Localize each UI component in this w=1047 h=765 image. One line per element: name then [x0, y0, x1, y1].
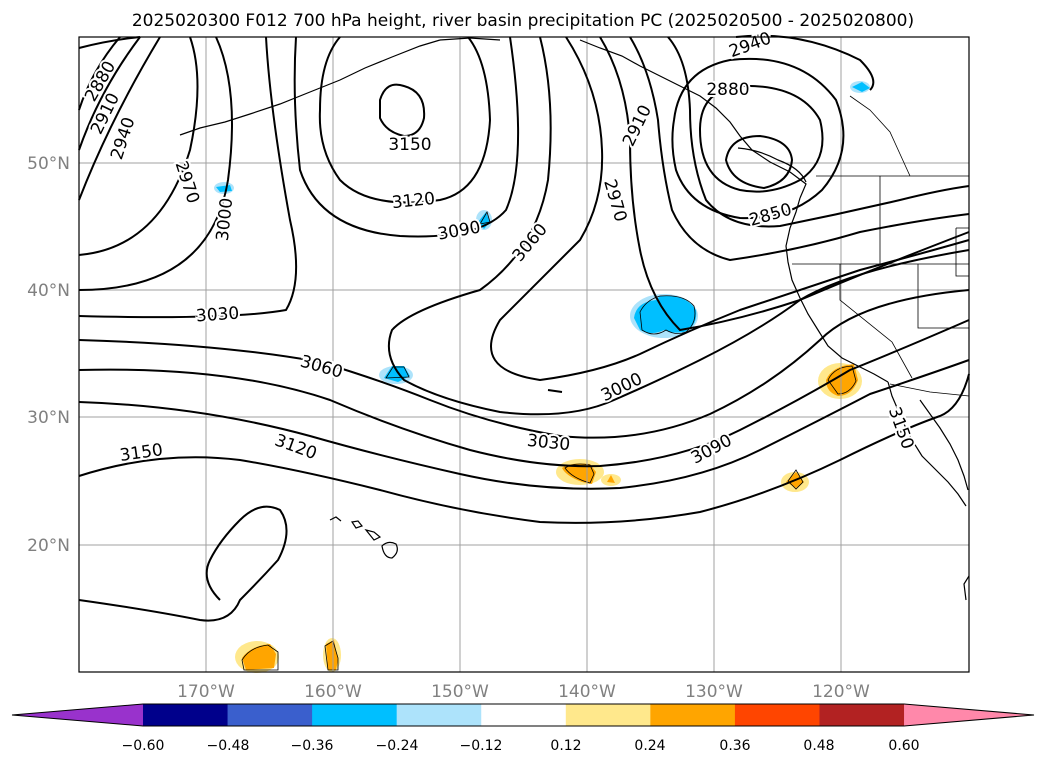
us-west-coast [785, 197, 889, 383]
colorbar-extend-high [904, 704, 1034, 726]
lat-label-20n: 20°N [27, 536, 70, 556]
colorbar-tick-label: −0.24 [376, 738, 419, 754]
contour-label-3150-n: 3150 [388, 135, 431, 155]
lon-label-170w: 170°W [177, 682, 235, 702]
map-area [79, 37, 969, 672]
lat-label-30n: 30°N [27, 408, 70, 428]
colorbar-segment [819, 704, 905, 726]
contour-2940-ne [735, 34, 875, 91]
map-title: 2025020300 F012 700 hPa height, river ba… [132, 11, 914, 31]
colorbar-segment [227, 704, 313, 726]
latitude-labels: 50°N 40°N 30°N 20°N [27, 154, 70, 556]
colorbar-tick-label: −0.12 [460, 738, 503, 754]
colorbar [11, 703, 1035, 727]
longitude-labels: 170°W 160°W 150°W 140°W 130°W 120°W [177, 682, 870, 702]
contour-2970-w [78, 36, 199, 256]
lon-label-160w: 160°W [304, 682, 362, 702]
colorbar-tick-label: 0.24 [634, 738, 665, 754]
contour-small-dash [547, 389, 563, 393]
mexico-coast [963, 575, 970, 601]
lat-label-50n: 50°N [27, 154, 70, 174]
contour-3120-n [318, 36, 492, 204]
hawaii-big-island [381, 541, 398, 559]
contour-label-2880-e: 2880 [706, 80, 749, 100]
contour-3150-s [78, 373, 970, 524]
contour-label-3030-s: 3030 [526, 431, 571, 455]
lon-label-140w: 140°W [558, 682, 616, 702]
colorbar-tick-label: 0.48 [803, 738, 834, 754]
neg-region-canada [852, 82, 870, 92]
contour-label-3030-w: 3030 [195, 304, 240, 327]
neg-region-ne-pacific [634, 295, 697, 333]
coastlines [179, 37, 970, 601]
aleutian-chain [179, 39, 441, 136]
contour-2940-w [78, 36, 161, 201]
vancouver-island [737, 147, 807, 183]
baja-east [919, 399, 969, 491]
precip-outlines [241, 211, 857, 671]
contour-2880-e [698, 84, 824, 193]
colorbar-segment [734, 704, 820, 726]
colorbar-segment [565, 704, 651, 726]
lon-label-120w: 120°W [812, 682, 870, 702]
colorbar-tick-label: −0.60 [122, 738, 165, 754]
colorbar-outline [11, 703, 1035, 727]
us-mexico-border [889, 383, 970, 397]
contour-3090-s [78, 319, 970, 468]
colorbar-tick-labels: −0.60 −0.48 −0.36 −0.24 −0.12 0.12 0.24 … [122, 738, 920, 754]
contour-2910-e [671, 57, 845, 220]
contour-3000-trough [599, 36, 970, 332]
contour-2910-w [78, 36, 141, 151]
lon-label-150w: 150°W [431, 682, 489, 702]
contour-2880-w [78, 36, 121, 111]
contour-3150-sw [78, 505, 288, 622]
contour-2850-e [724, 134, 794, 190]
colorbar-tick-label: 0.36 [719, 738, 750, 754]
contour-3030-w [78, 36, 298, 319]
height-contours [78, 34, 970, 622]
colorbar-extend-low [12, 704, 143, 726]
lat-label-40n: 40°N [27, 281, 70, 301]
colorbar-tick-label: 0.60 [888, 738, 919, 754]
contour-3120-s [78, 359, 970, 490]
contour-3090-n [293, 36, 520, 238]
colorbar-tick-label: −0.36 [291, 738, 334, 754]
contour-3000-w [78, 36, 233, 291]
contour-3060-loop [388, 36, 970, 416]
contour-2940-e [667, 36, 970, 228]
contour-3030-trough [490, 36, 970, 382]
map-frame [78, 36, 970, 673]
hawaii-maui [364, 528, 382, 541]
panhandle-coast [579, 39, 807, 199]
contour-3060-main [78, 289, 970, 439]
contour-2970-e [629, 36, 970, 262]
baja-west [887, 381, 967, 507]
colorbar-tick-label: 0.12 [550, 738, 581, 754]
colorbar-segment [650, 704, 736, 726]
colorbar-segment [312, 704, 398, 726]
hawaii-oahu [350, 520, 364, 529]
pos-region-sw [242, 644, 276, 670]
hawaii-kauai [329, 516, 342, 522]
colorbar-segment [396, 704, 482, 726]
colorbar-segment [481, 704, 567, 726]
lon-label-130w: 130°W [685, 682, 743, 702]
pos-region-small [607, 475, 615, 483]
colorbar-tick-label: −0.48 [207, 738, 250, 754]
colorbar-segment [143, 704, 229, 726]
neg-region-west [216, 185, 232, 192]
contour-3150-n [379, 83, 426, 138]
bc-alberta-border [849, 95, 911, 177]
